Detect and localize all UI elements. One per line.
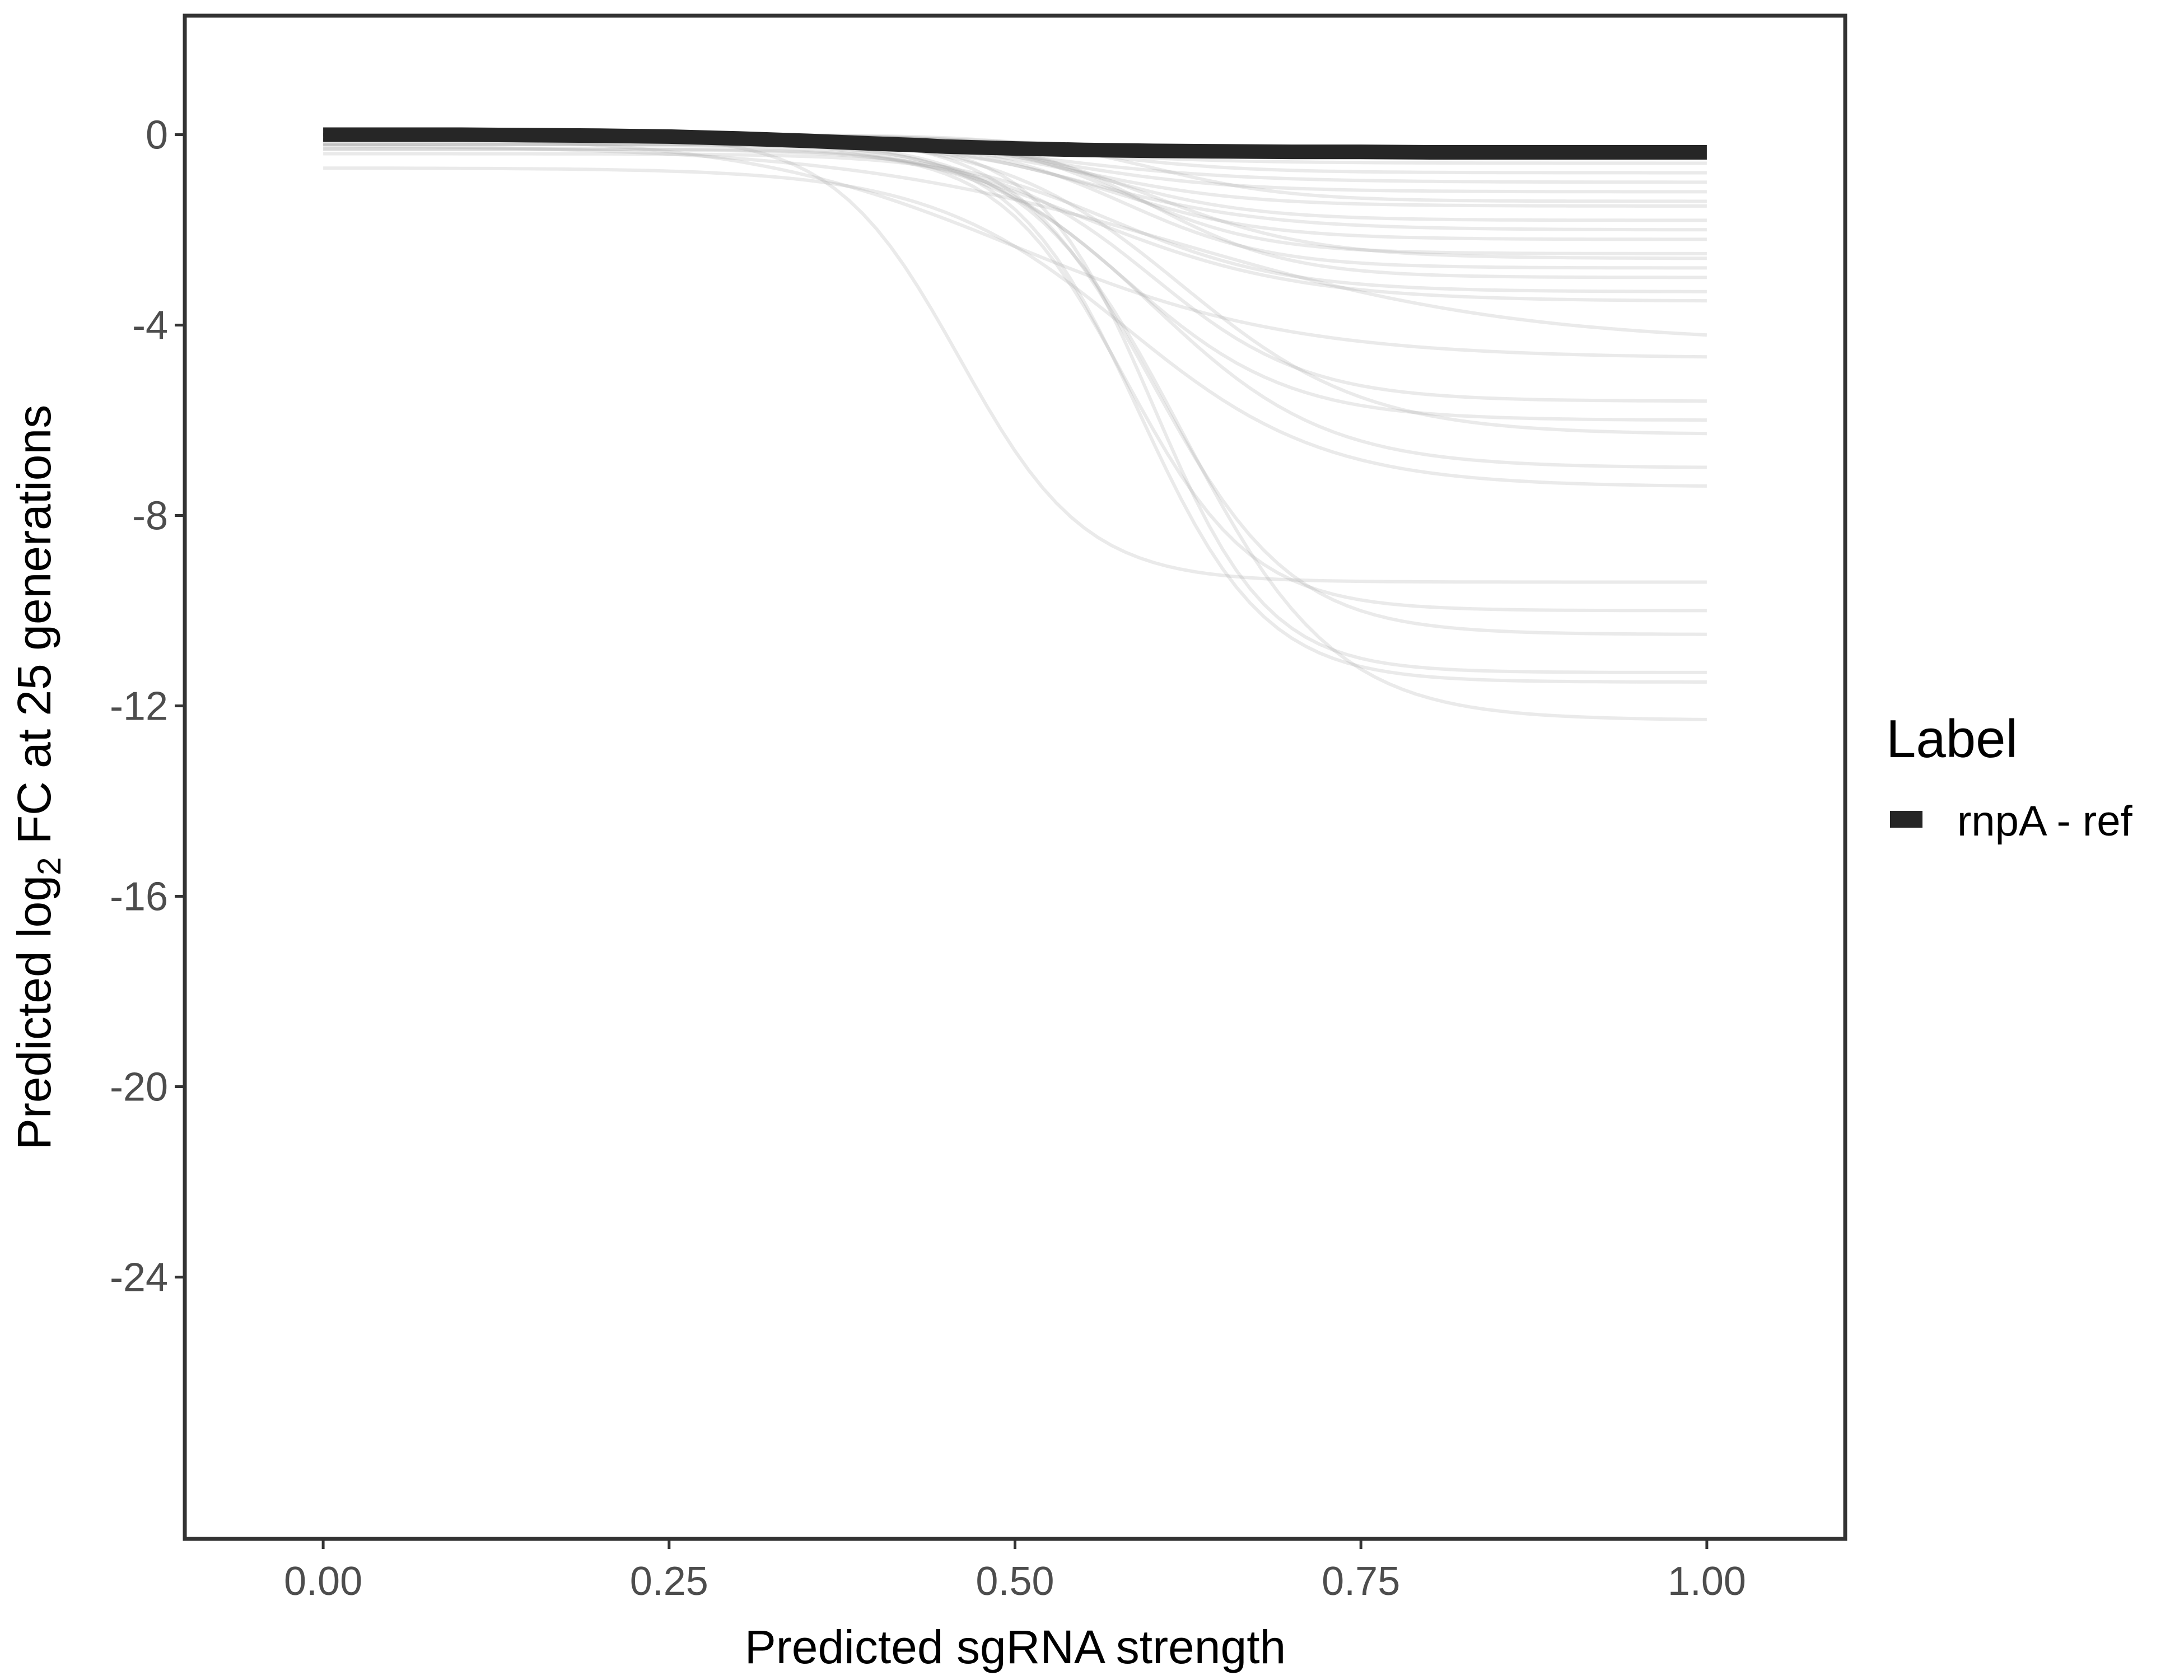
- y-tick-label: -4: [132, 304, 168, 348]
- y-tick-label: -16: [110, 875, 168, 920]
- background-series-line: [323, 147, 1707, 293]
- legend: Label rnpA - ref: [1886, 709, 2132, 845]
- y-tick-label: -24: [110, 1256, 168, 1300]
- y-axis-title: Predicted log2 FC at 25 generations: [8, 405, 68, 1150]
- background-series-line: [323, 142, 1707, 684]
- legend-label-rnpA-ref: rnpA - ref: [1957, 797, 2132, 845]
- background-series-line: [323, 147, 1707, 613]
- legend-title: Label: [1886, 709, 2018, 769]
- background-series-line: [323, 142, 1707, 469]
- y-tick-label: 0: [146, 113, 168, 158]
- y-tick-label: -8: [132, 494, 168, 539]
- y-axis-title-suffix: FC at 25 generations: [8, 405, 60, 857]
- y-tick-label: -20: [110, 1065, 168, 1110]
- y-axis: 0 -4 -8 -12 -16 -20 -24: [110, 113, 185, 1300]
- x-tick-label: 1.00: [1668, 1559, 1746, 1604]
- x-tick-label: 0.25: [630, 1559, 708, 1604]
- y-axis-title-prefix: Predicted log: [8, 875, 60, 1150]
- legend-key-rnpA-ref: [1890, 811, 1922, 828]
- background-series-line: [323, 152, 1707, 403]
- x-tick-label: 0.75: [1322, 1559, 1400, 1604]
- y-tick-label: -12: [110, 684, 168, 729]
- x-axis: 0.00 0.25 0.50 0.75 1.00: [284, 1539, 1746, 1604]
- x-tick-label: 0.00: [284, 1559, 362, 1604]
- x-tick-label: 0.50: [976, 1559, 1054, 1604]
- background-series-line: [323, 144, 1707, 337]
- highlight-series-group: [323, 127, 1707, 160]
- y-axis-title-subscript: 2: [31, 857, 68, 875]
- background-series-line: [323, 166, 1707, 488]
- highlight-series-line: [323, 127, 1707, 160]
- x-axis-title: Predicted sgRNA strength: [745, 1621, 1286, 1673]
- background-series-line: [323, 142, 1707, 241]
